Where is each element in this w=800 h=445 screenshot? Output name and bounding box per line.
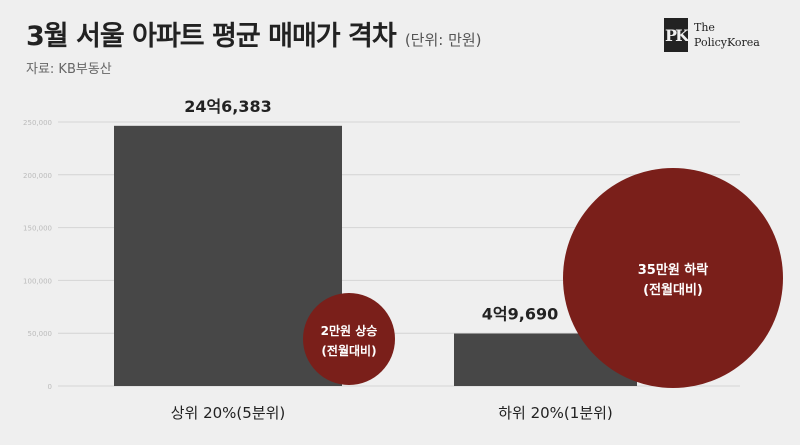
logo-wordmark: The PolicyKorea — [694, 20, 760, 50]
logo-line-2: PolicyKorea — [694, 36, 760, 49]
x-category-label: 상위 20%(5분위) — [171, 404, 286, 422]
unit-note: (단위: 만원) — [404, 31, 482, 49]
policykorea-logo: PK The PolicyKorea — [664, 18, 784, 54]
change-period-label: (전월대비) — [321, 343, 376, 358]
logo-mark-icon: PK — [664, 18, 689, 52]
bar-value-label: 4억9,690 — [482, 305, 558, 324]
change-bubble — [303, 293, 395, 385]
y-tick-label: 50,000 — [28, 330, 53, 338]
y-tick-label: 200,000 — [23, 172, 52, 180]
bar-value-label: 24억6,383 — [184, 97, 272, 116]
y-tick-label: 100,000 — [23, 277, 52, 285]
chart-title: 3월 서울 아파트 평균 매매가 격차 — [26, 21, 397, 52]
y-tick-label: 250,000 — [23, 119, 52, 127]
change-label: 2만원 상승 — [321, 323, 378, 338]
change-period-label: (전월대비) — [643, 282, 703, 298]
x-category-label: 하위 20%(1분위) — [498, 404, 613, 422]
y-tick-label: 0 — [48, 383, 52, 391]
logo-line-1: The — [694, 21, 715, 34]
change-label: 35만원 하락 — [638, 262, 708, 278]
source-note: 자료: KB부동산 — [26, 62, 112, 77]
chart-title-block: 3월 서울 아파트 평균 매매가 격차 (단위: 만원) — [26, 14, 482, 53]
y-tick-label: 150,000 — [23, 225, 52, 233]
change-bubble — [563, 168, 783, 388]
